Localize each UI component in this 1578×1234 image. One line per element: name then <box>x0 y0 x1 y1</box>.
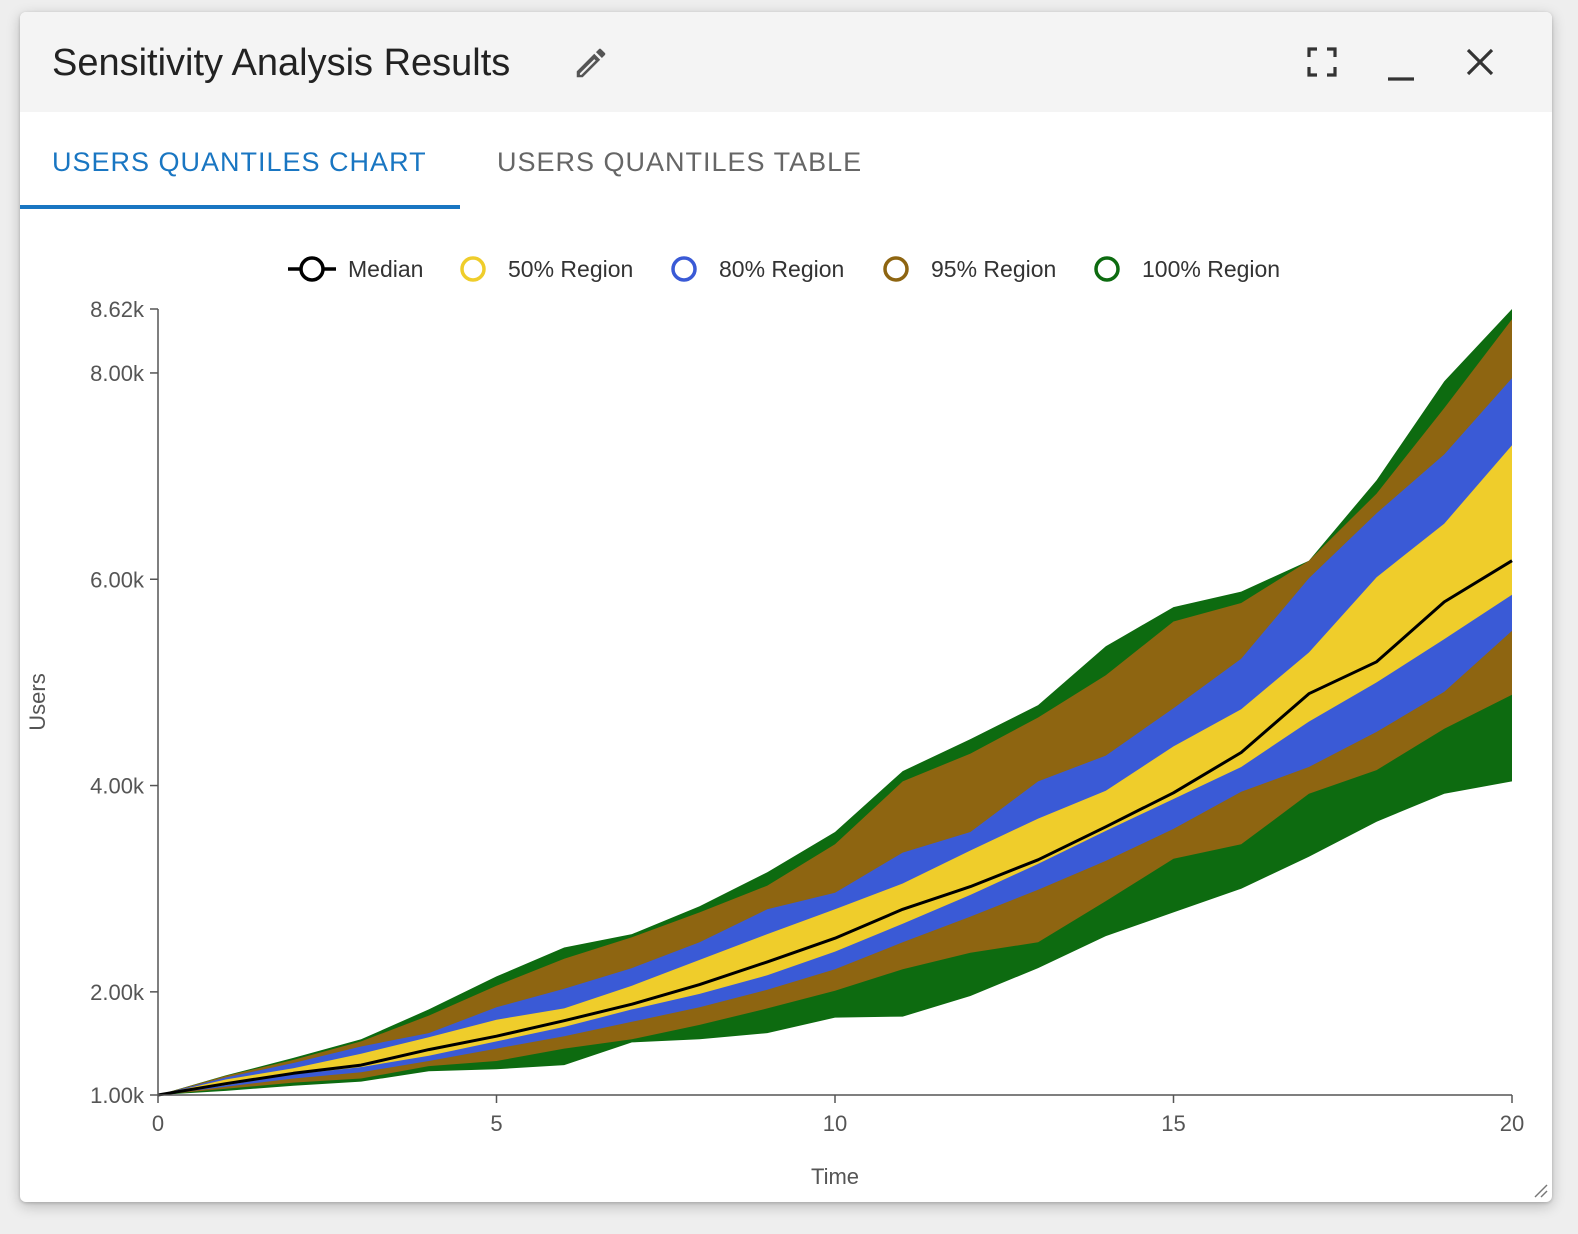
x-tick-label: 0 <box>152 1111 164 1136</box>
x-axis-title: Time <box>811 1164 859 1189</box>
tab-bar: USERS QUANTILES CHART USERS QUANTILES TA… <box>20 112 1552 212</box>
tab-users-quantiles-chart[interactable]: USERS QUANTILES CHART <box>52 147 427 177</box>
legend-marker <box>299 256 325 282</box>
legend-label: 80% Region <box>719 256 844 282</box>
legend-label: Median <box>348 256 423 282</box>
dialog-titlebar: Sensitivity Analysis Results <box>20 12 1552 112</box>
legend-marker <box>671 256 697 282</box>
active-tab-indicator <box>20 205 460 209</box>
y-tick-label: 8.62k <box>90 297 145 322</box>
legend-marker <box>1094 256 1120 282</box>
legend-marker <box>460 256 486 282</box>
legend-marker <box>883 256 909 282</box>
y-tick-label: 1.00k <box>90 1083 145 1108</box>
users-quantiles-chart: 1.00k 2.00k 4.00k 6.00k 8.00k 8.62k 0 5 10 15 20 Ti… <box>25 256 1524 1189</box>
close-icon[interactable] <box>1460 42 1500 82</box>
x-tick-label: 15 <box>1161 1111 1185 1136</box>
minimize-icon[interactable] <box>1382 42 1422 82</box>
y-tick-label: 2.00k <box>90 980 145 1005</box>
dialog-title: Sensitivity Analysis Results <box>52 42 511 84</box>
legend-label: 100% Region <box>1142 256 1280 282</box>
x-tick-label: 10 <box>823 1111 847 1136</box>
pencil-icon[interactable] <box>572 44 610 82</box>
y-axis-title: Users <box>25 673 50 730</box>
x-tick-label: 5 <box>490 1111 502 1136</box>
resize-grip-icon[interactable] <box>1532 1182 1550 1200</box>
legend-label: 95% Region <box>931 256 1056 282</box>
legend-label: 50% Region <box>508 256 633 282</box>
region-100-band <box>158 309 1512 1095</box>
y-tick-label: 8.00k <box>90 361 145 386</box>
tab-users-quantiles-table[interactable]: USERS QUANTILES TABLE <box>497 147 863 177</box>
x-tick-label: 20 <box>1500 1111 1524 1136</box>
sensitivity-dialog: Sensitivity Analysis Results USERS QUANT… <box>20 12 1552 1202</box>
fullscreen-icon[interactable] <box>1302 42 1342 82</box>
median-line <box>157 559 1513 1097</box>
y-tick-label: 6.00k <box>90 567 145 592</box>
y-tick-label: 4.00k <box>90 774 145 799</box>
